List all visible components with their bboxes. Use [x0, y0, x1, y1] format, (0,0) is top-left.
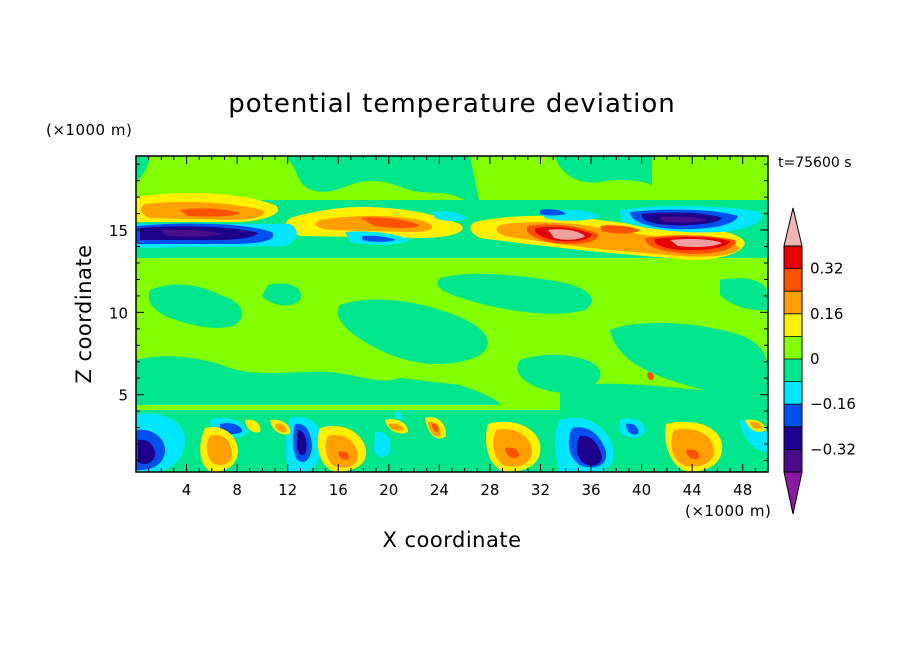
contour-region: [395, 411, 403, 420]
x-tick-label: 24: [430, 481, 449, 499]
contour-region: [262, 283, 301, 306]
x-tick-label: 16: [329, 481, 348, 499]
x-tick-label: 48: [733, 481, 752, 499]
contour-region: [670, 239, 722, 247]
contour-region: [576, 435, 602, 466]
contour-region: [437, 273, 592, 314]
x-tick-label: 8: [232, 481, 242, 499]
contour-region: [720, 278, 768, 311]
x-tick-label: 32: [531, 481, 550, 499]
contour-region: [610, 322, 768, 400]
contour-region: [432, 211, 468, 221]
x-tick-label: 4: [182, 481, 192, 499]
x-tick-label: 28: [480, 481, 499, 499]
colorbar-label: 0.16: [810, 305, 843, 323]
contour-region: [138, 439, 156, 464]
x-axis: 4 8 12 16 20 24 28 32 36 40 44 48: [148, 156, 756, 499]
colorbar-swatch: [784, 336, 802, 360]
y-unit-label: (×1000 m): [46, 121, 132, 139]
colorbar: 0.32 0.16 0 −0.16 −0.32: [783, 207, 856, 515]
colorbar-swatch: [784, 313, 802, 337]
colorbar-swatch: [784, 268, 802, 292]
x-tick-label: 40: [632, 481, 651, 499]
contour-region: [647, 372, 655, 380]
colorbar-over-arrow: [783, 207, 803, 247]
contour-region: [505, 447, 520, 458]
contour-region: [206, 434, 232, 466]
contour-region: [750, 421, 762, 429]
contour-region: [660, 216, 708, 223]
y-tick-label: 15: [109, 222, 128, 240]
y-tick-label: 5: [118, 387, 128, 405]
contour-region: [148, 284, 243, 328]
contour-region: [432, 423, 439, 432]
contour-region: [136, 156, 150, 182]
contour-region: [517, 354, 601, 393]
x-tick-label: 20: [379, 481, 398, 499]
contour-region: [297, 430, 307, 455]
colorbar-swatch: [784, 359, 802, 383]
contour-region: [493, 428, 532, 467]
contour-field: [136, 156, 768, 472]
contour-region: [136, 356, 500, 405]
time-label: t=75600 s: [778, 155, 852, 171]
contour-region: [686, 449, 700, 460]
x-tick-label: 36: [581, 481, 600, 499]
chart-title: potential temperature deviation: [228, 89, 675, 119]
y-axis-label: Z coordinate: [72, 244, 96, 383]
contour-region: [325, 434, 358, 468]
colorbar-label: −0.16: [810, 395, 856, 413]
contour-region: [245, 419, 261, 433]
contour-region: [548, 229, 585, 240]
contour-region: [671, 428, 714, 467]
contour-region: [337, 299, 488, 365]
y-axis: 5 10 15: [109, 163, 768, 461]
contour-region: [600, 225, 640, 234]
colorbar-under-arrow: [783, 471, 803, 515]
contour-region: [338, 451, 350, 460]
contour-region: [360, 217, 420, 229]
contour-region: [160, 229, 222, 237]
contour-region: [362, 235, 396, 242]
colorbar-label: 0: [810, 350, 820, 368]
x-axis-label: X coordinate: [382, 528, 521, 552]
colorbar-swatch: [784, 426, 802, 450]
colorbar-label: 0.32: [810, 260, 843, 278]
contour-region: [540, 209, 566, 216]
colorbar-label: −0.32: [810, 440, 856, 458]
contour-region: [286, 156, 480, 205]
contour-region: [626, 423, 639, 435]
contour-region: [555, 156, 652, 185]
x-tick-label: 12: [278, 481, 297, 499]
colorbar-swatch: [784, 449, 802, 473]
contour-region: [374, 431, 391, 457]
colorbar-swatch: [784, 246, 802, 270]
contour-region: [560, 383, 768, 410]
colorbar-swatch: [784, 381, 802, 405]
x-unit-label: (×1000 m): [685, 502, 771, 520]
contour-region: [388, 423, 404, 431]
colorbar-swatch: [784, 291, 802, 315]
colorbar-swatch: [784, 404, 802, 428]
y-tick-label: 10: [109, 304, 128, 322]
contour-region: [180, 208, 240, 217]
contour-region: [275, 423, 287, 433]
x-tick-label: 44: [683, 481, 702, 499]
